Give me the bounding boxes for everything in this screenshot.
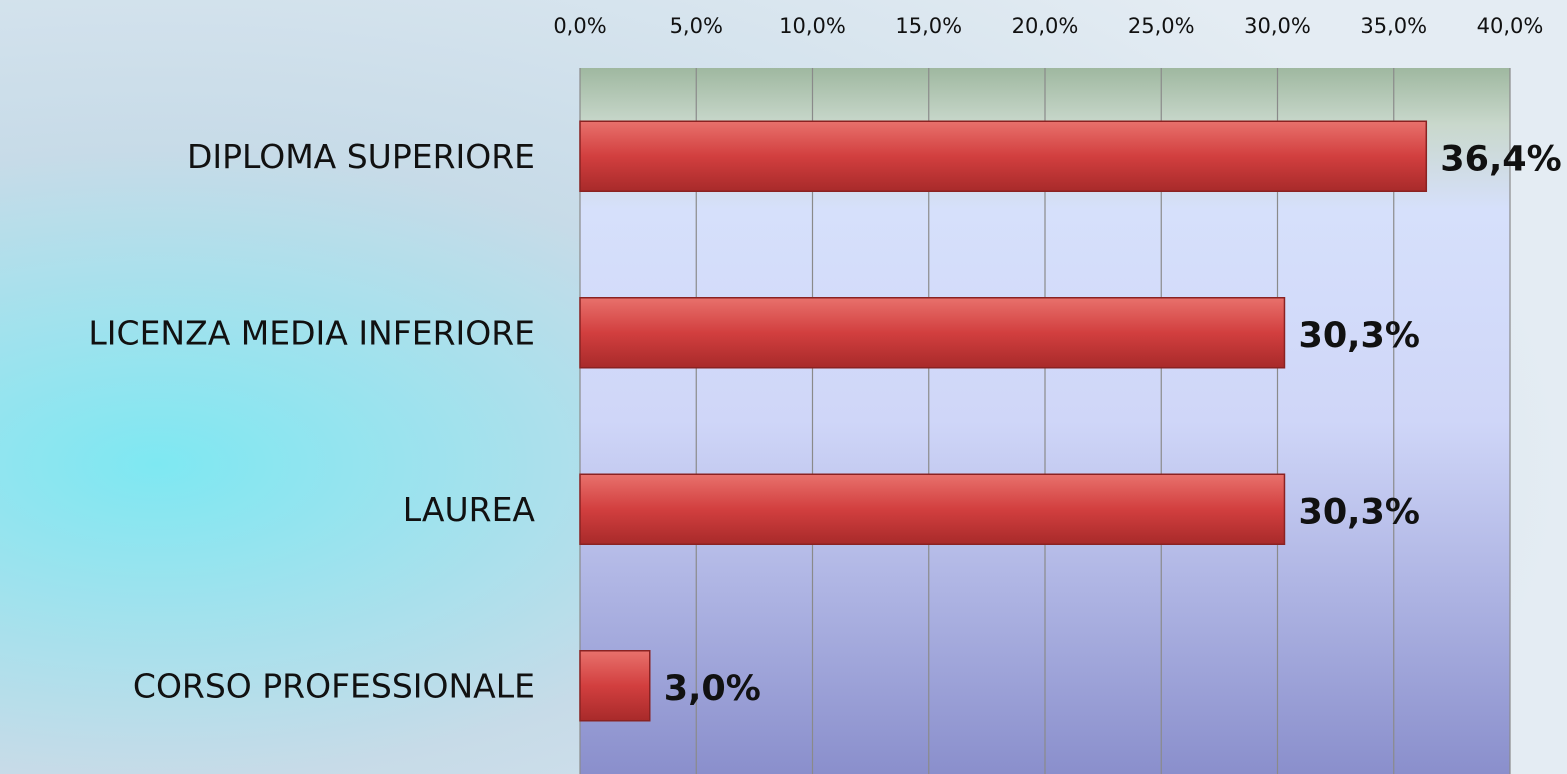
data-label: 30,3% — [1298, 316, 1419, 356]
x-tick-label: 10,0% — [779, 14, 846, 38]
x-tick-label: 30,0% — [1244, 14, 1311, 38]
y-tick-label: DIPLOMA SUPERIORE — [187, 137, 535, 176]
bar — [579, 473, 1286, 545]
y-tick-label: CORSO PROFESSIONALE — [133, 666, 535, 705]
x-tick-label: 35,0% — [1360, 14, 1427, 38]
bar — [579, 297, 1286, 369]
x-tick-label: 25,0% — [1128, 14, 1195, 38]
data-label: 3,0% — [664, 669, 761, 709]
x-tick-label: 0,0% — [553, 14, 606, 38]
bar — [579, 650, 651, 722]
y-tick-label: LICENZA MEDIA INFERIORE — [88, 313, 535, 352]
x-tick-label: 40,0% — [1477, 14, 1544, 38]
data-label: 36,4% — [1440, 139, 1561, 179]
data-label: 30,3% — [1298, 492, 1419, 532]
x-tick-label: 5,0% — [670, 14, 723, 38]
x-tick-label: 20,0% — [1012, 14, 1079, 38]
y-tick-label: LAUREA — [403, 490, 536, 529]
bar — [579, 120, 1428, 192]
x-tick-label: 15,0% — [895, 14, 962, 38]
